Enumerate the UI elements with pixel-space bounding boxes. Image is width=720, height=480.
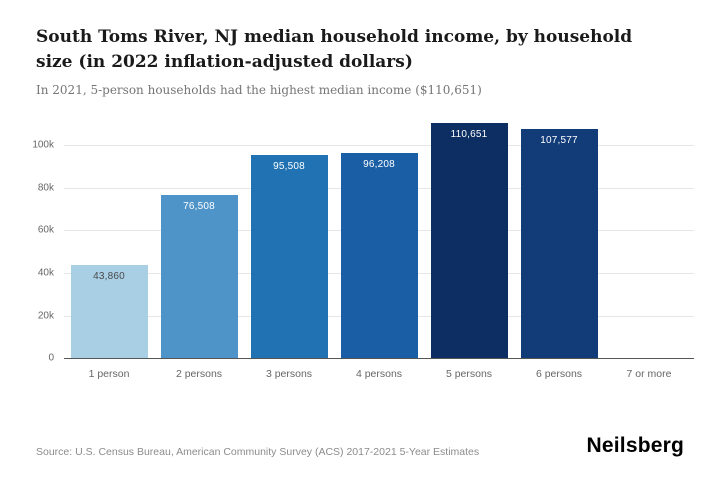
x-axis: 1 person 2 persons 3 persons 4 persons 5 per… <box>0 368 720 380</box>
bar-3-persons: 95,508 <box>250 154 328 359</box>
y-axis-tick: 100k <box>32 139 54 151</box>
bar-6-persons: 107,577 <box>520 129 598 359</box>
chart-title: South Toms River, NJ median household in… <box>36 27 633 72</box>
bar-4-persons: 96,208 <box>340 153 418 359</box>
x-axis-label: 5 persons <box>445 368 493 381</box>
bar-value-label: 96,208 <box>363 159 395 171</box>
x-axis-label: 1 person <box>88 368 130 381</box>
y-axis-tick: 80k <box>37 182 54 194</box>
chart-subtitle: In 2021, 5-person households had the hig… <box>36 83 482 98</box>
bar-value-label: 43,860 <box>93 270 125 282</box>
brand-logo: Neilsberg <box>586 434 684 457</box>
x-axis-label: 3 persons <box>265 368 313 381</box>
bar-slot: 110,651 <box>424 113 514 359</box>
bar-1-person: 43,860 <box>70 264 148 359</box>
bar-value-label: 76,508 <box>183 201 215 213</box>
bar-value-label: 95,508 <box>273 160 305 172</box>
x-axis-label: 6 persons <box>535 368 583 381</box>
bar-slot: 76,508 <box>154 113 244 359</box>
x-axis-label: 7 or more <box>626 368 672 381</box>
source-note: Source: U.S. Census Bureau, American Com… <box>36 446 480 458</box>
bar-value-label: 110,651 <box>450 128 488 140</box>
bar-slot <box>604 113 694 358</box>
bar-2-persons: 76,508 <box>160 195 238 359</box>
chart-header: South Toms River, NJ median household in… <box>0 0 720 97</box>
y-axis-tick: 60k <box>37 224 54 236</box>
bar-value-label: 107,577 <box>540 135 578 147</box>
bar-slot: 107,577 <box>514 113 604 359</box>
x-axis-label: 2 persons <box>175 368 223 381</box>
bar-slot: 43,860 <box>64 113 154 359</box>
y-axis-tick: 0 <box>48 352 54 364</box>
bar-chart: 0 20k 40k 60k 80k 100k 43,860 76,508 95,508 96,20… <box>0 113 720 364</box>
plot-area: 0 20k 40k 60k 80k 100k 43,860 76,508 95,508 96,20… <box>32 113 694 364</box>
gridline <box>64 145 694 147</box>
bar-slot: 95,508 <box>244 113 334 359</box>
y-axis-tick: 40k <box>37 267 54 279</box>
bar-slot: 96,208 <box>334 113 424 359</box>
bar-5-persons: 110,651 <box>430 122 508 359</box>
bars-group: 43,860 76,508 95,508 96,208 110,651 107,577 <box>64 113 694 359</box>
y-axis-tick: 20k <box>37 310 54 322</box>
x-axis-label: 4 persons <box>355 368 403 381</box>
chart-footer: Source: U.S. Census Bureau, American Com… <box>36 434 684 458</box>
